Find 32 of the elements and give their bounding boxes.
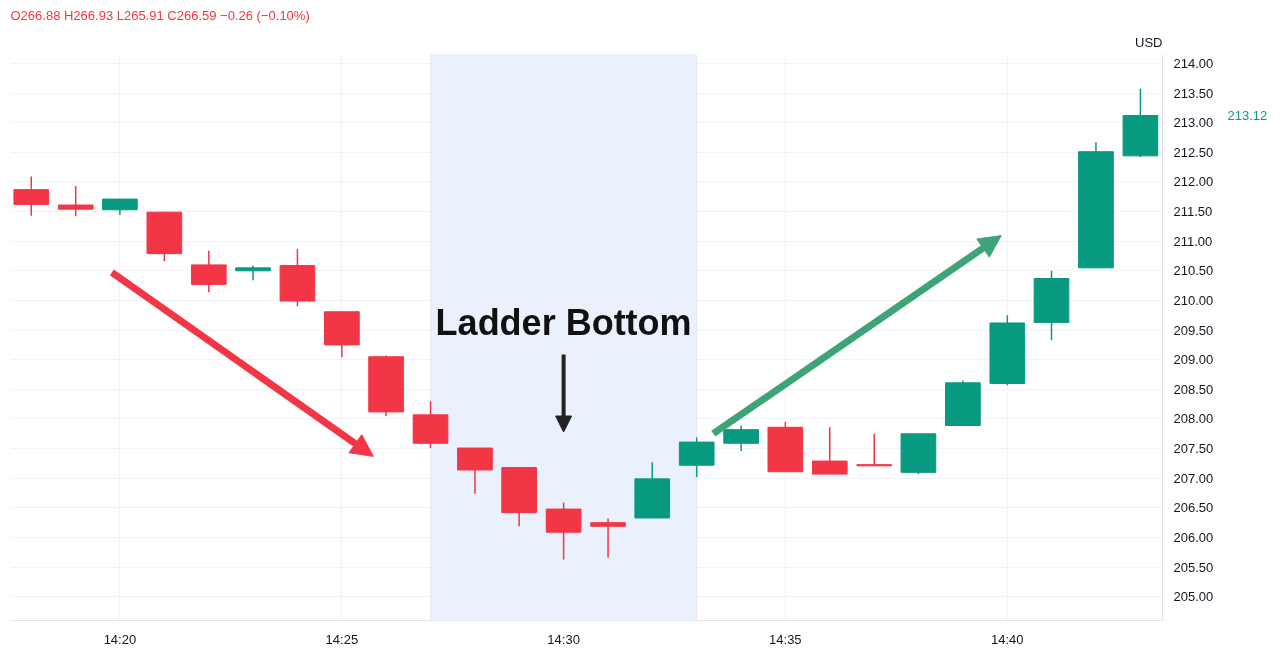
y-tick-label: 206.00	[1173, 530, 1214, 546]
x-tick-label: 14:40	[991, 631, 1024, 647]
y-tick-label: 213.00	[1173, 115, 1214, 131]
candlestick	[57, 185, 94, 218]
x-tick-label: 14:25	[325, 631, 359, 647]
y-tick-label: 205.50	[1173, 559, 1214, 575]
y-tick-label: 214.00	[1173, 55, 1214, 71]
y-axis-title: USD	[1135, 34, 1163, 50]
y-tick-label: 208.50	[1173, 381, 1214, 397]
text: 213.12	[1227, 108, 1268, 124]
y-tick-label: 209.00	[1173, 352, 1214, 368]
y-tick-label: 210.00	[1173, 292, 1214, 308]
chart-title: O266.88 H266.93 L265.91 C266.59 −0.26 (−0.10%)	[10, 7, 310, 23]
y-tick-label: 211.00	[1173, 233, 1213, 249]
candlestick	[590, 517, 626, 559]
candlestick	[235, 264, 271, 282]
y-tick-label: 212.50	[1173, 144, 1214, 160]
y-tick-label: 207.00	[1173, 470, 1214, 486]
y-tick-label: 211.50	[1173, 204, 1213, 220]
y-tick-label: 213.50	[1173, 85, 1214, 101]
y-tick-label: 207.50	[1173, 441, 1214, 457]
candlestick	[856, 433, 893, 467]
y-tick-label: 205.00	[1173, 589, 1214, 605]
y-tick-label: 212.00	[1173, 174, 1214, 190]
y-tick-label: 206.50	[1173, 500, 1214, 516]
x-tick-label: 14:35	[769, 631, 802, 647]
annotation: Ladder Bottom	[435, 302, 692, 344]
y-tick-label: 210.50	[1173, 263, 1214, 279]
x-tick-label: 14:30	[547, 631, 580, 647]
x-tick-label: 14:20	[103, 631, 137, 647]
y-tick-label: 209.50	[1173, 322, 1214, 338]
y-tick-label: 208.00	[1173, 411, 1214, 427]
